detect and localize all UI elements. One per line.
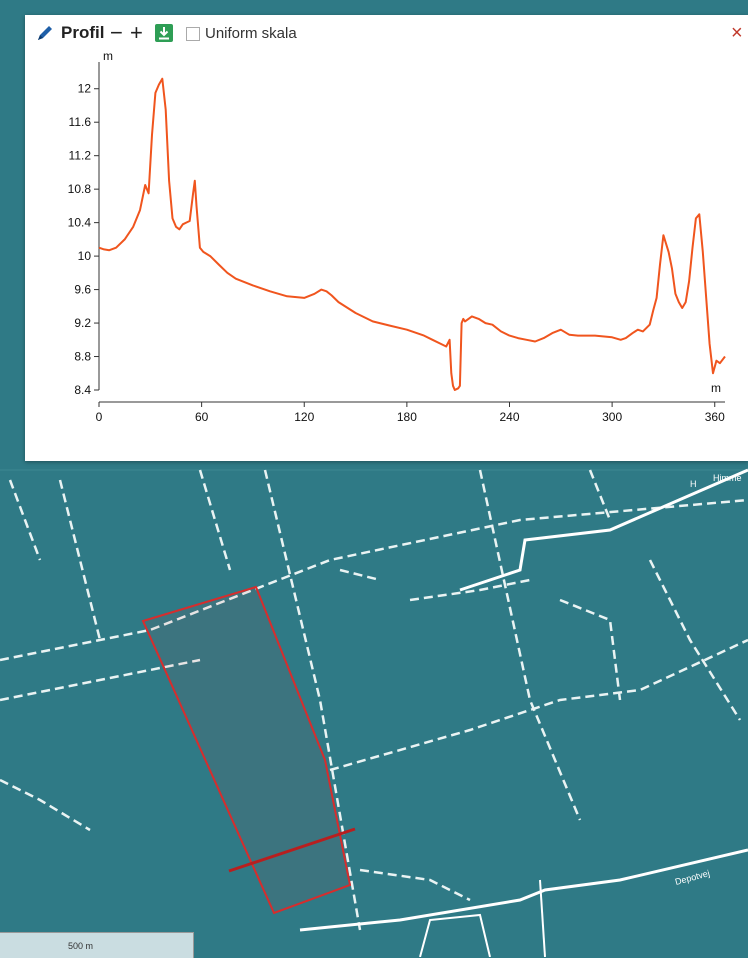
scale-label: 500 m bbox=[68, 941, 94, 951]
y-tick-label: 10 bbox=[78, 249, 92, 263]
pen-icon bbox=[35, 21, 55, 45]
profile-cut-line[interactable] bbox=[228, 827, 356, 873]
y-tick-label: 12 bbox=[78, 82, 92, 96]
field-boundaries bbox=[0, 469, 748, 931]
uniform-scale-label: Uniform skala bbox=[205, 24, 297, 42]
road-label-himme: Himme bbox=[713, 473, 742, 483]
zoom-out-button[interactable]: − bbox=[110, 20, 123, 45]
zoom-in-button[interactable]: + bbox=[130, 20, 143, 45]
y-tick-label: 11.6 bbox=[69, 115, 92, 129]
panel-title: Profil bbox=[61, 23, 105, 42]
x-tick-label: 0 bbox=[96, 410, 103, 424]
roads bbox=[299, 468, 748, 957]
y-tick-label: 9.6 bbox=[74, 283, 91, 297]
x-tick-label: 360 bbox=[705, 410, 725, 424]
download-button[interactable] bbox=[155, 24, 173, 42]
close-icon: × bbox=[731, 21, 743, 44]
scale-bar: 500 m bbox=[0, 932, 194, 958]
x-tick-label: 60 bbox=[195, 410, 209, 424]
uniform-scale-checkbox[interactable] bbox=[186, 27, 200, 41]
download-icon bbox=[159, 27, 169, 40]
road-label-h: H bbox=[690, 479, 697, 489]
x-tick-label: 300 bbox=[602, 410, 622, 424]
y-tick-label: 10.8 bbox=[68, 182, 92, 196]
y-tick-label: 10.4 bbox=[68, 216, 92, 230]
y-axis-unit-label: m bbox=[103, 49, 113, 63]
y-tick-label: 11.2 bbox=[69, 149, 92, 163]
x-tick-label: 180 bbox=[397, 410, 417, 424]
x-tick-label: 120 bbox=[294, 410, 314, 424]
x-axis-unit-label: m bbox=[711, 381, 721, 395]
profile-panel: 8.4 8.8 9.2 9.6 10 10.4 10.8 11.2 11.6 12 0 60 120 18… bbox=[25, 15, 748, 461]
close-button[interactable]: × bbox=[731, 21, 743, 45]
y-tick-label: 9.2 bbox=[74, 316, 91, 330]
elevation-profile-line bbox=[98, 77, 726, 391]
x-tick-label: 240 bbox=[499, 410, 519, 424]
y-tick-label: 8.8 bbox=[74, 350, 91, 364]
panel-toolbar: Profil − + Uniform skala × bbox=[25, 15, 748, 51]
y-tick-label: 8.4 bbox=[74, 383, 91, 397]
